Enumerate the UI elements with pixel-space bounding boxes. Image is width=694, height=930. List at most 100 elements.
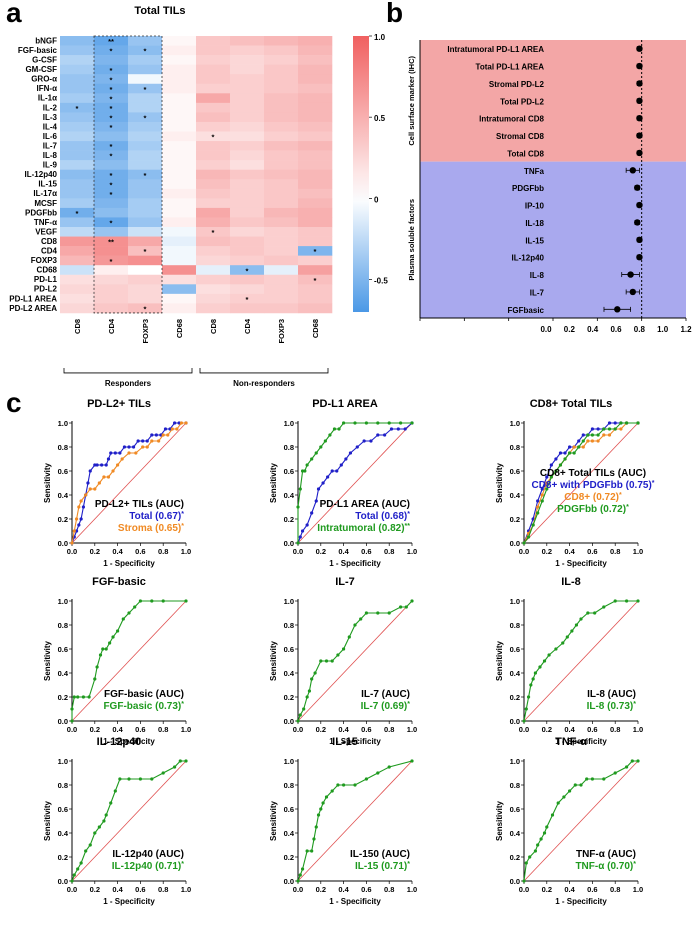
x-axis-label: 1 - Specificity (329, 559, 381, 568)
heatmap-cell (94, 121, 129, 132)
x-axis-label: 1 - Specificity (555, 737, 607, 746)
roc-point (81, 695, 85, 699)
roc-point (636, 759, 640, 763)
significance-star: * (246, 295, 249, 304)
y-tick-label: 0.2 (284, 693, 294, 702)
roc-point (324, 659, 329, 663)
roc-title: IL-7 (335, 576, 355, 588)
heatmap-cell (162, 121, 197, 132)
x-tick-label: 0.2 (316, 725, 326, 734)
heatmap-cell (196, 303, 231, 314)
roc-point (636, 421, 640, 425)
heatmap-cell (60, 188, 95, 199)
x-tick-label: 0.4 (112, 725, 123, 734)
roc-point (526, 535, 531, 539)
roc-point (310, 511, 314, 515)
roc-plot: PD-L2+ TILs 0.00.0 0.2 0.2 0.4 0.4 0.6 0.6 0.8 0.… (43, 398, 191, 568)
roc-point (339, 463, 343, 467)
roc-point (106, 475, 111, 479)
heatmap-cell (60, 265, 95, 276)
roc-point (607, 433, 612, 437)
heatmap-cell (230, 93, 265, 104)
significance-star: * (144, 114, 147, 123)
roc-point (312, 837, 316, 841)
legend-entry-star: * (181, 523, 184, 530)
y-axis-label: Sensitivity (269, 640, 278, 681)
roc-point (376, 771, 380, 775)
heatmap-cell (162, 36, 197, 46)
x-tick-label: 1.0 (407, 547, 417, 556)
roc-point (613, 421, 617, 425)
heatmap-cell (162, 150, 197, 161)
significance-star: ** (108, 238, 114, 247)
roc-point (93, 487, 97, 491)
x-tick-label: 0.6 (587, 885, 597, 894)
x-tick-label: 0.6 (135, 725, 145, 734)
roc-point (330, 659, 334, 663)
roc-point (76, 695, 80, 699)
roc-point (359, 617, 363, 621)
significance-star: * (110, 152, 113, 161)
colorbar (353, 36, 369, 312)
significance-star: * (110, 219, 113, 228)
x-tick-label: 0.8 (610, 885, 620, 894)
heatmap-column-label: CD8 (209, 319, 218, 334)
roc-point (353, 623, 357, 627)
legend-entry: IL-8 (0.73)* (587, 701, 637, 713)
heatmap-cell (264, 179, 299, 190)
legend-entry-star: * (181, 701, 184, 708)
heatmap-cell (94, 74, 129, 85)
roc-point (545, 825, 549, 829)
roc-point (581, 433, 585, 437)
roc-point (563, 457, 567, 461)
significance-star: * (144, 85, 147, 94)
heatmap-cell (94, 227, 129, 237)
forest-category-label: TNFa (524, 167, 545, 176)
roc-point (524, 861, 528, 865)
group-label: Non-responders (233, 379, 295, 388)
heatmap-cell (162, 207, 197, 218)
heatmap-cell (264, 160, 299, 170)
x-tick-label: 0.2 (90, 547, 100, 556)
diagonal-reference (297, 600, 413, 722)
heatmap-cell (298, 198, 333, 209)
roc-point (163, 427, 168, 431)
heatmap-cell (196, 217, 231, 228)
heatmap-cell (196, 74, 231, 85)
legend-title: CD8+ Total TILs (AUC) (540, 468, 646, 479)
roc-point (106, 457, 111, 461)
roc-point (86, 481, 90, 485)
x-tick-label: 0.4 (112, 885, 123, 894)
heatmap-cell (264, 293, 299, 304)
heatmap-cell (298, 160, 333, 170)
roc-point (330, 789, 334, 793)
roc-point (362, 439, 366, 443)
x-tick-label: 0.2 (316, 885, 326, 894)
x-axis-label: 1 - Specificity (103, 897, 155, 906)
significance-star: * (110, 180, 113, 189)
roc-point (596, 439, 600, 443)
roc-point (568, 789, 572, 793)
roc-point (364, 611, 368, 615)
x-tick-label: 0.0 (519, 547, 529, 556)
heatmap-row-label: PD-L1 AREA (9, 294, 57, 303)
heatmap-cell (230, 227, 265, 237)
heatmap-cell (128, 160, 163, 170)
heatmap-cell (162, 45, 197, 56)
heatmap-cell (162, 160, 197, 170)
y-tick-label: 1.0 (58, 597, 68, 606)
heatmap-cell (162, 93, 197, 104)
x-tick-label: 0.8 (610, 547, 620, 556)
y-axis-label: Sensitivity (269, 462, 278, 503)
heatmap-cell (196, 227, 231, 237)
legend-entry-star: * (407, 511, 410, 518)
y-tick-label: 0.6 (284, 645, 294, 654)
x-tick-label: 0.4 (587, 325, 599, 334)
heatmap-cell (60, 150, 95, 161)
heatmap-cell (230, 217, 265, 228)
y-tick-label: 0.8 (58, 443, 68, 452)
heatmap-row-label: IL-3 (43, 113, 58, 122)
roc-point (298, 873, 302, 877)
roc-title: CD8+ Total TILs (530, 398, 613, 410)
x-tick-label: 1.0 (181, 547, 191, 556)
